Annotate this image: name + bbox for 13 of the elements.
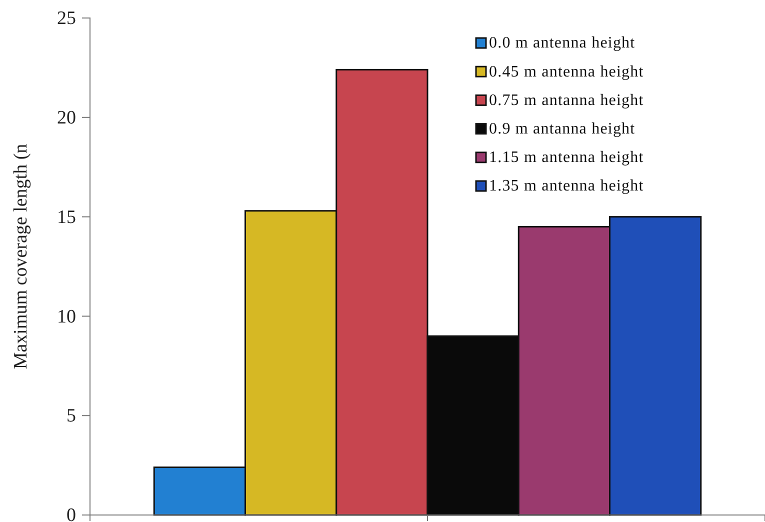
legend-label: 1.15 m antenna height xyxy=(489,149,644,166)
legend-label: 1.35 m antenna height xyxy=(489,178,644,195)
legend-label: 0.75 m antanna height xyxy=(489,92,644,109)
y-tick-label: 0 xyxy=(66,505,76,522)
y-axis-title: Maximum coverage length (n xyxy=(10,143,32,370)
y-tick-label: 25 xyxy=(57,8,76,30)
y-tick-label: 20 xyxy=(57,107,76,128)
legend-label: 0.0 m antenna height xyxy=(489,34,636,52)
y-tick-label: 15 xyxy=(57,206,76,228)
y-tick-label: 10 xyxy=(57,306,76,328)
y-tick-label: 5 xyxy=(66,406,76,427)
legend-label: 0.45 m antenna height xyxy=(489,63,644,80)
legend-label: 0.9 m antanna height xyxy=(489,120,636,138)
